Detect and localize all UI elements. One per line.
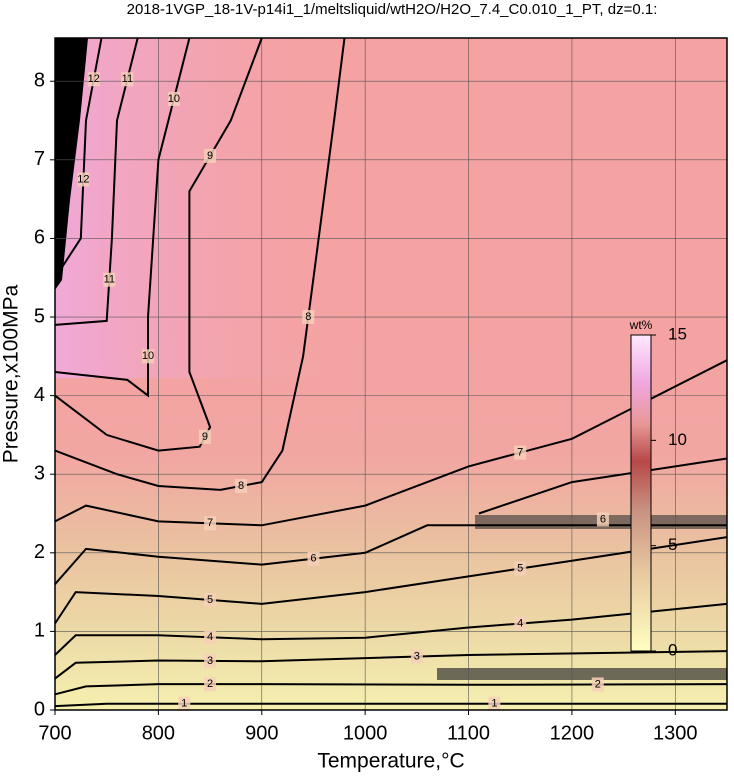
chart-title: 2018-1VGP_18-1V-p14i1_1/meltsliquid/wtH2… <box>127 1 658 18</box>
contour-label: 7 <box>517 447 523 459</box>
contour-label: 12 <box>77 173 89 185</box>
contour-line <box>54 37 346 491</box>
y-tick-label: 6 <box>34 227 45 249</box>
contour-label: 8 <box>238 480 244 492</box>
contour-label: 4 <box>517 617 523 629</box>
y-tick-label: 5 <box>34 305 45 327</box>
colorbar-label: wt% <box>629 318 653 332</box>
contour-label-bg <box>488 696 501 711</box>
y-tick-label: 7 <box>34 148 45 170</box>
contour-label: 12 <box>88 73 100 85</box>
contour-label: 1 <box>491 698 497 710</box>
y-tick-label: 4 <box>34 384 45 406</box>
contour-label-bg <box>307 551 320 566</box>
plot-frame <box>54 37 728 711</box>
y-tick-label: 1 <box>34 620 45 642</box>
contour-label: 7 <box>207 517 213 529</box>
colorbar <box>630 334 652 652</box>
x-tick-label: 1300 <box>653 722 698 744</box>
x-axis-label: Temperature,°C <box>317 750 464 773</box>
contour-label-bg <box>596 512 609 527</box>
x-tick-label: 1100 <box>447 722 490 744</box>
contour-label: 6 <box>600 513 606 525</box>
contour-label-bg <box>235 479 248 493</box>
contour-label-bg <box>103 272 116 287</box>
x-tick-label: 1000 <box>343 722 388 744</box>
contour-label-bg <box>178 696 191 711</box>
colorbar-tick-label: 10 <box>668 430 687 449</box>
contour-label-bg <box>198 429 211 444</box>
contour-label: 11 <box>104 274 115 286</box>
contour-label-bg <box>167 91 180 106</box>
y-tick-label: 3 <box>34 462 45 484</box>
contour-line <box>54 602 728 656</box>
contour-label: 1 <box>181 698 187 710</box>
contour-label-bg <box>204 516 217 531</box>
contour-line <box>54 37 139 326</box>
contour-label: 2 <box>207 678 213 690</box>
contour-line <box>54 457 728 585</box>
contour-label-bg <box>204 677 217 692</box>
contour-label: 3 <box>414 650 420 662</box>
x-tick-label: 700 <box>38 722 71 744</box>
y-axis-label: Pressure,x100MPa <box>0 284 23 463</box>
contour-label-bg <box>514 445 527 460</box>
contour-label-bg <box>87 72 100 87</box>
x-tick-label: 900 <box>245 722 278 744</box>
colorbar-tick-label: 5 <box>668 535 677 554</box>
contour-label-bg <box>77 172 90 187</box>
contour-label: 5 <box>207 594 213 606</box>
contour-line <box>54 359 728 527</box>
plot-shade <box>55 38 355 378</box>
colorbar-tick-label: 0 <box>668 640 677 659</box>
contour-label-bg <box>142 349 155 364</box>
contour-label-bg <box>204 653 217 668</box>
x-tick-label: 800 <box>142 722 175 744</box>
contour-line <box>54 37 263 452</box>
colorbar-tick-label: 15 <box>668 324 687 343</box>
contour-label-bg <box>121 72 134 87</box>
contour-label: 6 <box>310 553 316 565</box>
contour-label-bg <box>514 561 527 576</box>
contour-label-bg <box>204 592 217 607</box>
contour-label: 9 <box>202 431 208 443</box>
contour-line <box>54 536 728 625</box>
x-tick-label: 1200 <box>550 722 595 744</box>
contour-label: 8 <box>305 311 311 323</box>
dense-region <box>55 38 88 290</box>
contour-label: 11 <box>122 73 133 85</box>
contour-label: 10 <box>168 93 180 105</box>
contour-label: 9 <box>207 150 213 162</box>
y-tick-label: 2 <box>34 541 45 563</box>
contour-line <box>54 650 728 680</box>
contour-label-bg <box>591 677 604 692</box>
contour-label: 3 <box>207 655 213 667</box>
contour-label-bg <box>204 148 217 163</box>
dense-band <box>437 668 727 680</box>
contour-label-bg <box>410 649 423 664</box>
contour-label: 10 <box>142 350 154 362</box>
y-tick-label: 0 <box>34 698 45 720</box>
contour-label-bg <box>302 310 315 325</box>
contour-label: 5 <box>517 562 523 574</box>
y-tick-label: 8 <box>34 70 45 92</box>
contour-label-bg <box>204 630 217 645</box>
contour-label: 2 <box>595 678 601 690</box>
contour-label: 4 <box>207 631 213 643</box>
contour-label-bg <box>514 616 527 631</box>
